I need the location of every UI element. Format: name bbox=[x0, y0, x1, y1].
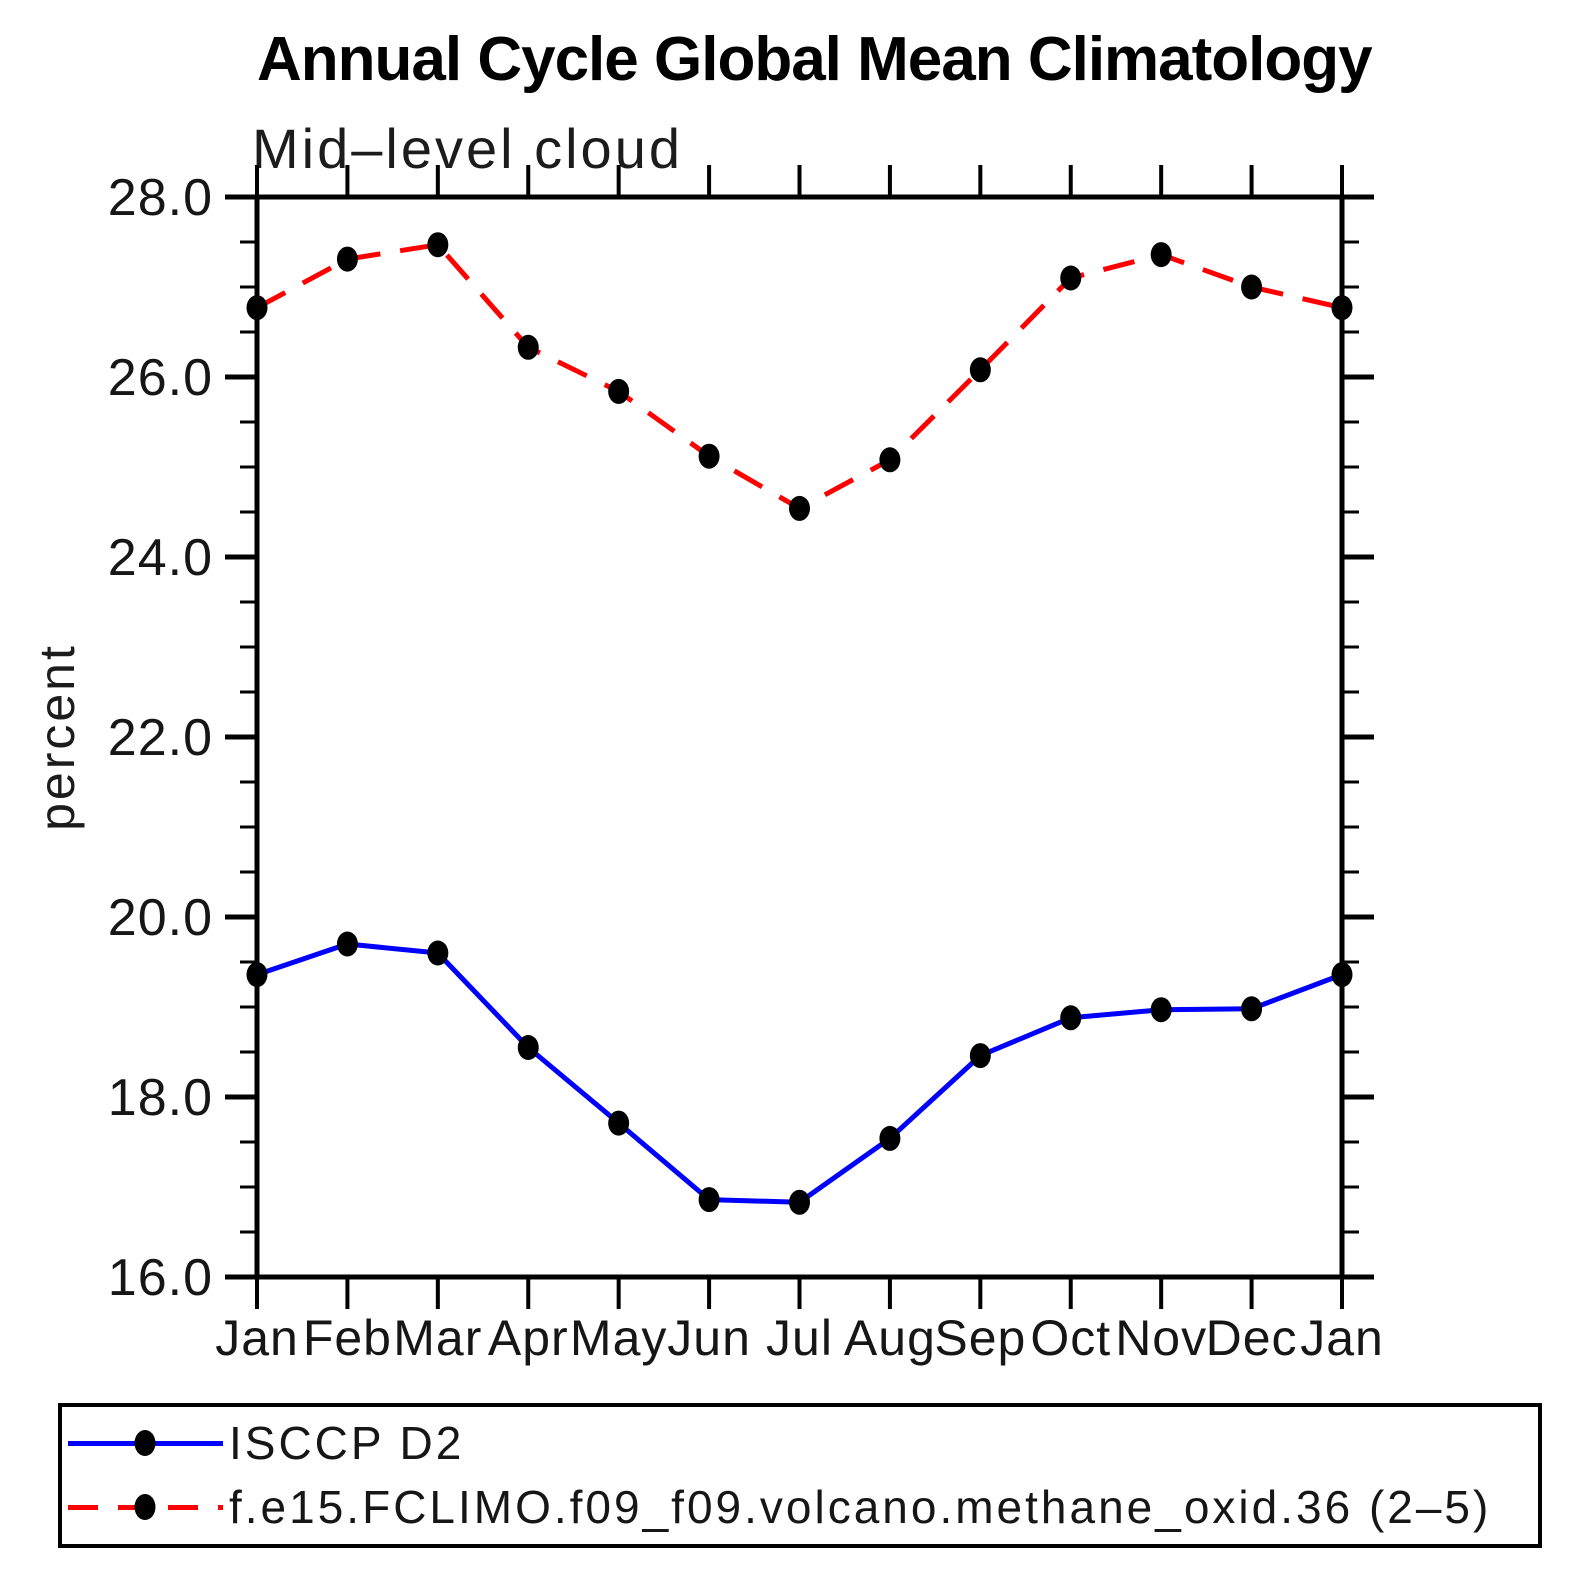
svg-text:24.0: 24.0 bbox=[108, 529, 213, 587]
legend-marker-icon bbox=[134, 1430, 156, 1456]
svg-text:28.0: 28.0 bbox=[108, 169, 213, 227]
svg-text:Jan: Jan bbox=[1300, 1310, 1384, 1366]
svg-text:Jun: Jun bbox=[667, 1310, 751, 1366]
legend-label: ISCCP D2 bbox=[229, 1417, 465, 1469]
legend-marker-icon bbox=[134, 1494, 156, 1520]
svg-text:Aug: Aug bbox=[844, 1310, 936, 1366]
chart-title: Annual Cycle Global Mean Climatology bbox=[257, 25, 1373, 94]
legend: ISCCP D2 f.e15.FCLIMO.f09_f09.volcano.me… bbox=[58, 1403, 1542, 1548]
legend-line-sample-solid bbox=[68, 1430, 223, 1456]
svg-text:Nov: Nov bbox=[1115, 1310, 1207, 1366]
legend-line-sample-dashed bbox=[68, 1494, 223, 1520]
svg-text:22.0: 22.0 bbox=[108, 709, 213, 767]
svg-text:Jan: Jan bbox=[215, 1310, 299, 1366]
svg-text:Dec: Dec bbox=[1206, 1310, 1298, 1366]
legend-item-isccp: ISCCP D2 bbox=[68, 1415, 464, 1471]
svg-text:Feb: Feb bbox=[303, 1310, 392, 1366]
svg-text:May: May bbox=[570, 1310, 667, 1366]
svg-text:Mar: Mar bbox=[393, 1310, 482, 1366]
svg-text:Jul: Jul bbox=[766, 1310, 833, 1366]
svg-text:16.0: 16.0 bbox=[108, 1249, 213, 1307]
chart-subtitle: Mid–level cloud bbox=[252, 117, 683, 180]
legend-label: f.e15.FCLIMO.f09_f09.volcano.methane_oxi… bbox=[229, 1481, 1492, 1533]
svg-text:Oct: Oct bbox=[1030, 1310, 1111, 1366]
svg-text:26.0: 26.0 bbox=[108, 349, 213, 407]
svg-text:Apr: Apr bbox=[488, 1310, 569, 1366]
svg-text:Sep: Sep bbox=[934, 1310, 1026, 1366]
legend-item-model: f.e15.FCLIMO.f09_f09.volcano.methane_oxi… bbox=[68, 1479, 1491, 1535]
svg-text:20.0: 20.0 bbox=[108, 889, 213, 947]
svg-text:18.0: 18.0 bbox=[108, 1069, 213, 1127]
